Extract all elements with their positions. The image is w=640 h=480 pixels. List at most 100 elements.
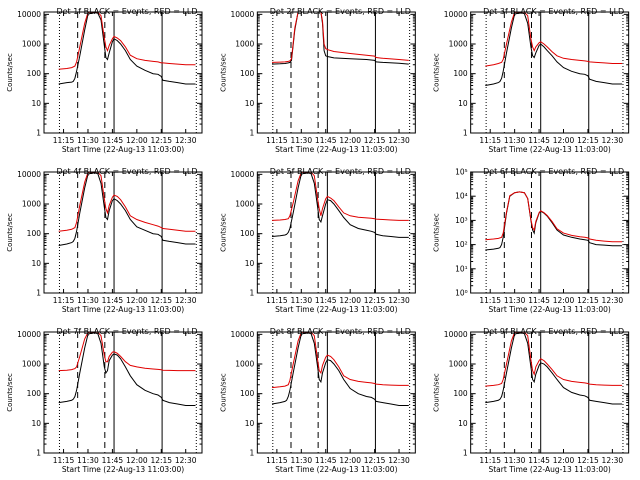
lld-series-line — [485, 332, 623, 387]
y-tick-label: 10 — [31, 419, 41, 428]
x-tick-label: 12:00 — [126, 456, 148, 465]
y-tick-label: 10000 — [230, 330, 254, 339]
y-axis-label: Counts/sec — [433, 213, 441, 252]
y-tick-label: 100 — [240, 389, 255, 398]
x-tick-label: 11:45 — [528, 136, 550, 145]
panel-title: Det 9f BLACK = Events, RED = LLD — [483, 327, 624, 336]
y-axis-label: Counts/sec — [433, 373, 441, 412]
x-axis-label: Start Time (22-Aug-13 11:03:00) — [488, 145, 610, 154]
x-tick-label: 12:00 — [553, 296, 575, 305]
x-axis-label: Start Time (22-Aug-13 11:03:00) — [62, 465, 184, 474]
panel-det-9: 11:15 11:30 11:45 12:00 12:15 12:30 1 10 100 1000… — [433, 327, 630, 474]
plot-frame — [470, 171, 630, 294]
events-series-line — [58, 12, 196, 85]
x-tick-label: 11:45 — [315, 136, 337, 145]
x-tick-label: 12:15 — [150, 456, 172, 465]
events-series-line — [271, 332, 409, 406]
y-tick-label: 100 — [240, 69, 255, 78]
x-tick-label: 11:30 — [290, 136, 312, 145]
x-axis-label: Start Time (22-Aug-13 11:03:00) — [275, 465, 397, 474]
plot-frame — [470, 331, 630, 454]
y-axis-label: Counts/sec — [219, 53, 227, 92]
x-tick-label: 11:45 — [315, 296, 337, 305]
y-tick-label: 10⁴ — [455, 192, 468, 201]
lld-series-line — [271, 172, 409, 221]
x-axis-label: Start Time (22-Aug-13 11:03:00) — [62, 305, 184, 314]
y-axis-label: Counts/sec — [6, 53, 14, 92]
events-series-line — [271, 12, 409, 65]
x-tick-label: 12:15 — [150, 296, 172, 305]
x-tick-label: 11:15 — [479, 136, 501, 145]
lld-series-line — [271, 332, 409, 389]
y-tick-label: 1 — [250, 449, 255, 458]
x-tick-label: 12:30 — [602, 136, 624, 145]
y-tick-label: 1000 — [22, 40, 41, 49]
plot-frame — [256, 171, 416, 294]
y-tick-label: 10 — [458, 99, 468, 108]
events-series-line — [485, 12, 623, 86]
panel-det-4: 11:15 11:30 11:45 12:00 12:15 12:30 1 10 100 1000… — [6, 167, 203, 314]
y-tick-label: 10 — [31, 259, 41, 268]
y-tick-label: 10 — [245, 419, 255, 428]
x-tick-label: 11:30 — [290, 456, 312, 465]
lld-series-line — [485, 191, 623, 243]
y-tick-label: 1 — [250, 289, 255, 298]
y-tick-label: 10 — [245, 259, 255, 268]
x-tick-label: 11:45 — [315, 456, 337, 465]
y-tick-label: 100 — [453, 389, 468, 398]
x-axis-label: Start Time (22-Aug-13 11:03:00) — [488, 305, 610, 314]
lld-series-line — [58, 332, 196, 372]
y-tick-label: 1000 — [235, 200, 254, 209]
x-tick-label: 11:15 — [53, 296, 75, 305]
panel-det-6: 11:15 11:30 11:45 12:00 12:15 12:30 10⁰ 10¹ 10² 1… — [433, 167, 630, 314]
x-tick-label: 12:30 — [175, 456, 197, 465]
x-tick-label: 12:00 — [339, 296, 361, 305]
y-tick-label: 1 — [463, 129, 468, 138]
panel-det-3: 11:15 11:30 11:45 12:00 12:15 12:30 1 10 100 1000… — [433, 7, 630, 154]
x-tick-label: 12:30 — [602, 296, 624, 305]
x-tick-label: 11:15 — [266, 456, 288, 465]
y-axis-label: Counts/sec — [433, 53, 441, 92]
y-tick-label: 100 — [27, 229, 42, 238]
events-series-line — [485, 332, 623, 405]
x-tick-label: 11:30 — [504, 296, 526, 305]
y-tick-label: 1 — [463, 449, 468, 458]
panel-title: Det 5f BLACK = Events, RED = LLD — [270, 167, 411, 176]
y-tick-label: 1000 — [22, 360, 41, 369]
panel-title: Det 4f BLACK = Events, RED = LLD — [56, 167, 197, 176]
x-tick-label: 12:30 — [388, 136, 410, 145]
y-axis-label: Counts/sec — [6, 373, 14, 412]
x-tick-label: 12:30 — [175, 296, 197, 305]
y-tick-label: 100 — [453, 69, 468, 78]
plot-frame — [43, 331, 203, 454]
x-tick-label: 11:15 — [479, 456, 501, 465]
y-tick-label: 1 — [36, 129, 41, 138]
x-tick-label: 11:15 — [266, 136, 288, 145]
x-tick-label: 12:15 — [150, 136, 172, 145]
lld-series-line — [58, 12, 196, 70]
y-tick-label: 100 — [27, 69, 42, 78]
lld-series-line — [58, 172, 196, 232]
x-tick-label: 12:00 — [126, 136, 148, 145]
y-tick-label: 10000 — [444, 10, 468, 19]
y-tick-label: 10000 — [444, 330, 468, 339]
x-tick-label: 11:30 — [504, 456, 526, 465]
x-tick-label: 11:30 — [504, 136, 526, 145]
x-tick-label: 12:15 — [577, 296, 599, 305]
events-series-line — [58, 332, 196, 406]
x-axis-label: Start Time (22-Aug-13 11:03:00) — [488, 465, 610, 474]
x-tick-label: 11:45 — [102, 296, 124, 305]
y-tick-label: 10000 — [17, 10, 41, 19]
y-tick-label: 1000 — [449, 40, 468, 49]
x-tick-label: 12:00 — [339, 456, 361, 465]
x-tick-label: 11:45 — [528, 296, 550, 305]
y-tick-label: 10¹ — [455, 264, 468, 273]
plot-frame — [43, 171, 203, 294]
y-tick-label: 10 — [458, 419, 468, 428]
panel-title: Det 6f BLACK = Events, RED = LLD — [483, 167, 624, 176]
x-tick-label: 11:45 — [102, 136, 124, 145]
x-axis-label: Start Time (22-Aug-13 11:03:00) — [275, 145, 397, 154]
x-tick-label: 12:00 — [339, 136, 361, 145]
y-tick-label: 100 — [27, 389, 42, 398]
